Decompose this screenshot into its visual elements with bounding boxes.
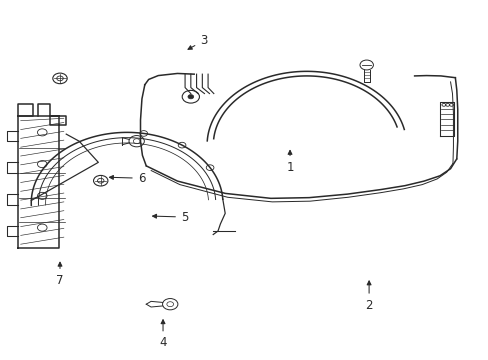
Text: 2: 2 — [365, 281, 372, 312]
Text: 6: 6 — [109, 172, 145, 185]
Text: 7: 7 — [56, 262, 63, 287]
Text: 1: 1 — [285, 150, 293, 174]
Text: 3: 3 — [188, 34, 207, 49]
Text: 4: 4 — [159, 320, 166, 350]
Circle shape — [187, 95, 193, 99]
Text: 5: 5 — [152, 211, 188, 224]
